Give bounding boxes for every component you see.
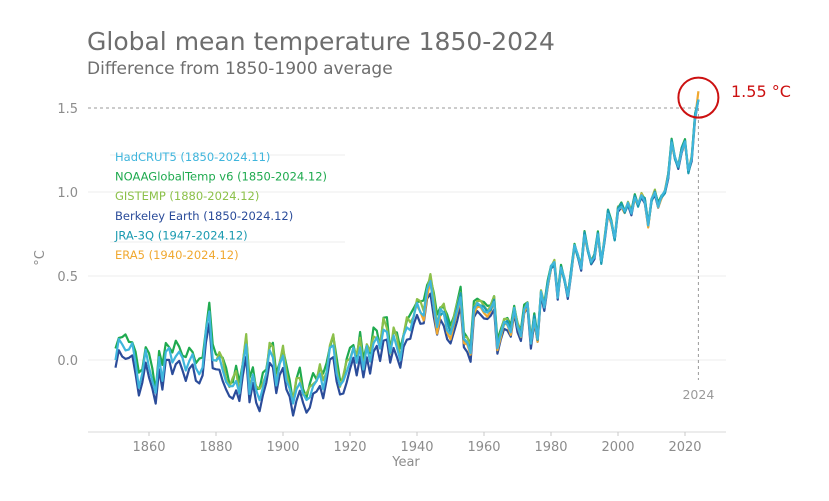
legend-entry: ERA5 (1940-2024.12)	[115, 248, 239, 262]
y-tick-label: 0.5	[57, 270, 78, 285]
y-tick-label: 1.0	[57, 186, 78, 201]
legend-entry: NOAAGlobalTemp v6 (1850-2024.12)	[115, 170, 327, 184]
series-group	[114, 91, 700, 417]
x-tick-label: 1880	[199, 440, 232, 455]
x-tick-label: 1980	[534, 440, 567, 455]
series-line-gistemp	[214, 99, 700, 402]
legend-entry: GISTEMP (1880-2024.12)	[115, 189, 259, 203]
y-tick-label: 0.0	[57, 354, 78, 369]
chart-subtitle: Difference from 1850-1900 average	[87, 59, 393, 79]
highlight-year-label: 2024	[682, 387, 714, 402]
legend-entry: HadCRUT5 (1850-2024.11)	[115, 150, 270, 164]
x-tick-label: 1900	[266, 440, 299, 455]
series-line-hadcrut5	[114, 99, 700, 405]
x-axis-label: Year	[391, 455, 420, 470]
annotation-label: 1.55 °C	[731, 82, 791, 101]
grid: 2024	[88, 107, 726, 402]
x-tick-label: 1960	[467, 440, 500, 455]
highlight-circle	[677, 76, 720, 119]
x-tick-label: 2020	[668, 440, 701, 455]
x-axis: 1860 1880 1900 1920 1940 1960 1980 2000 2020	[88, 431, 726, 455]
x-tick-label: 2000	[601, 440, 634, 455]
x-tick-label: 1920	[333, 440, 366, 455]
legend-entry: JRA-3Q (1947-2024.12)	[114, 228, 248, 242]
chart-title: Global mean temperature 1850-2024	[87, 27, 555, 56]
annotation: 1.55 °C	[677, 76, 791, 119]
x-tick-label: 1940	[400, 440, 433, 455]
y-axis: 0.0 0.5 1.0 1.5	[57, 102, 78, 369]
x-tick-label: 1860	[132, 440, 165, 455]
legend: HadCRUT5 (1850-2024.11) NOAAGlobalTemp v6…	[110, 150, 345, 262]
legend-entry: Berkeley Earth (1850-2024.12)	[115, 209, 293, 223]
y-tick-label: 1.5	[57, 102, 78, 117]
y-axis-label: °C	[33, 250, 48, 266]
